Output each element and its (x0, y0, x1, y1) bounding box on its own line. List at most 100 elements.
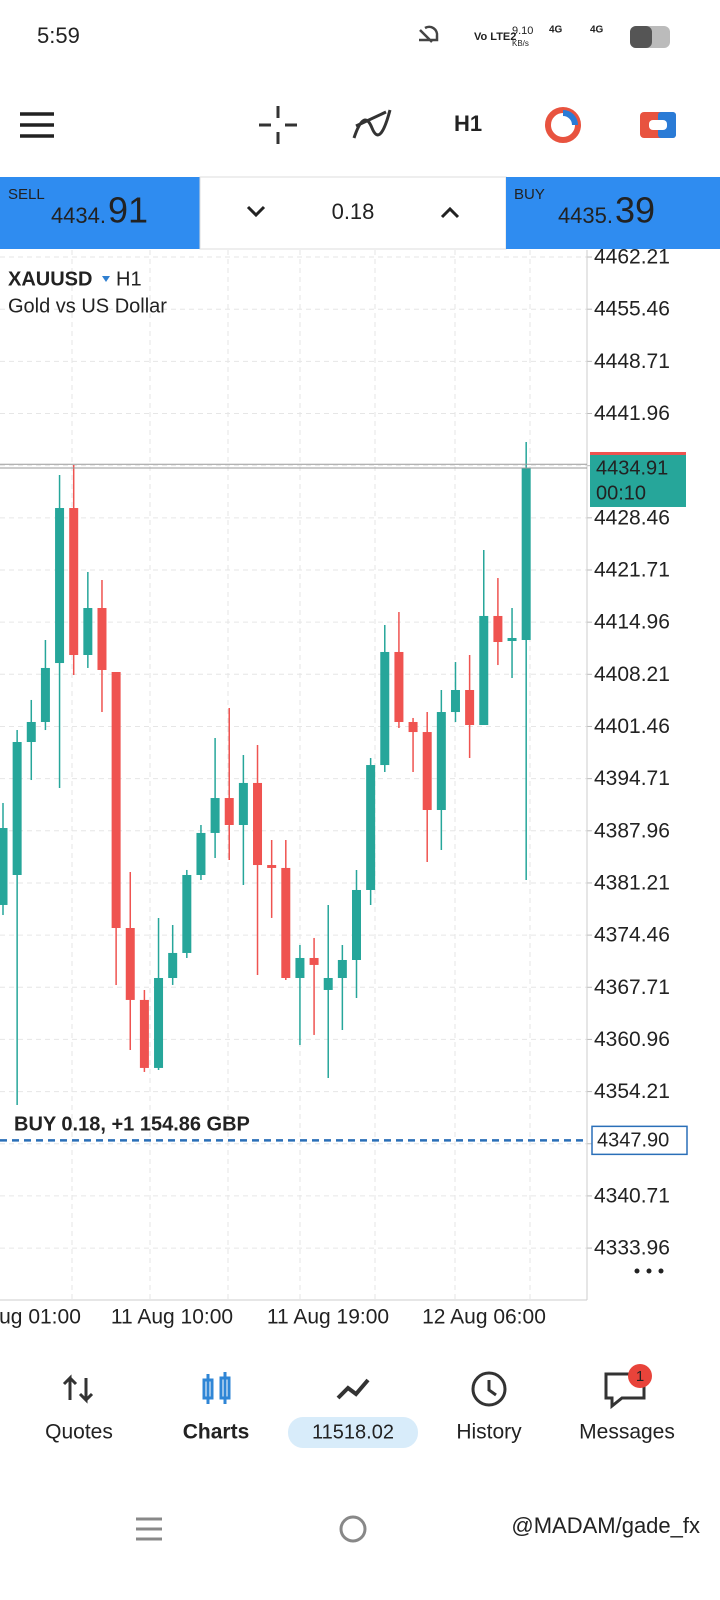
bid-label-box (590, 452, 686, 507)
y-tick-label: 4441.96 (594, 402, 670, 425)
position-price-box (591, 1125, 688, 1156)
system-home[interactable] (339, 1515, 367, 1543)
candle-body (366, 765, 376, 890)
position-price-label: 4347.90 (597, 1130, 669, 1152)
status-speed-unit: KB/s (512, 39, 529, 48)
x-tick-label: 12 Aug 06:00 (422, 1306, 546, 1329)
y-tick-label: 4428.46 (594, 506, 670, 529)
y-tick-label: 4374.46 (594, 924, 670, 947)
y-tick-label: 4367.71 (594, 976, 670, 999)
candle-body (139, 999, 149, 1068)
candle-body (253, 782, 263, 866)
y-tick-label: 4455.46 (594, 298, 670, 321)
candle-body (168, 952, 178, 978)
messages-badge-count: 1 (636, 1368, 644, 1385)
candle-body (422, 732, 432, 811)
position-label: BUY 0.18, +1 154.86 GBP (14, 1114, 250, 1136)
buy-price-big: 39 (615, 190, 655, 231)
timeframe-button[interactable]: H1 (454, 111, 482, 136)
candle-body (12, 742, 22, 875)
candle-body (295, 957, 305, 978)
y-tick-label: 4401.46 (594, 715, 670, 738)
candle-body (196, 832, 206, 875)
charts-icon (202, 1372, 231, 1404)
candle-body (210, 798, 220, 833)
candle-body (182, 874, 192, 953)
candle-body (69, 508, 79, 655)
y-tick-label: 4462.21 (594, 246, 670, 269)
y-tick-label: 4448.71 (594, 350, 670, 373)
more-dot (646, 1268, 652, 1274)
y-tick-label: 4387.96 (594, 819, 670, 842)
candle-body (281, 867, 291, 978)
sell-price: 4434. (51, 203, 106, 228)
candle-body (507, 637, 517, 642)
y-tick-label: 4394.71 (594, 767, 670, 790)
x-tick-label: 11 Aug 19:00 (267, 1306, 389, 1329)
sell-price-big: 91 (108, 190, 148, 231)
nav-quotes[interactable]: Quotes (45, 1421, 113, 1444)
candle-body (154, 977, 164, 1068)
y-tick-label: 4381.21 (594, 871, 670, 894)
candle-body (394, 651, 404, 722)
bid-timer: 00:10 (596, 482, 646, 504)
candle-body (380, 651, 390, 766)
candle-body (224, 798, 234, 825)
balance-pill[interactable] (288, 1417, 418, 1448)
watermark: @MADAM/gade_fx (511, 1513, 700, 1538)
trade-icon (336, 1378, 370, 1400)
x-tick-label: ug 01:00 (0, 1306, 81, 1329)
mute-icon (419, 25, 439, 43)
indicators-button[interactable] (352, 109, 392, 139)
quotes-icon (62, 1374, 94, 1404)
lot-increase[interactable] (440, 206, 460, 219)
lot-value[interactable]: 0.18 (332, 199, 375, 224)
nav-charts[interactable]: Charts (183, 1421, 250, 1444)
buy-price: 4435. (558, 203, 613, 228)
buy-button[interactable] (506, 177, 720, 249)
nav-messages[interactable]: Messages (579, 1421, 675, 1444)
more-dot (634, 1268, 640, 1274)
candle-body (26, 721, 36, 743)
y-tick-label: 4333.96 (594, 1237, 670, 1260)
symbol-description: Gold vs US Dollar (8, 295, 167, 317)
y-tick-label: 4340.71 (594, 1184, 670, 1207)
crosshair-button[interactable] (259, 106, 297, 144)
status-time: 5:59 (37, 23, 80, 48)
candle-body (125, 928, 135, 1000)
status-network: Vo LTE2 (474, 31, 516, 43)
symbol-dropdown (102, 276, 110, 282)
y-tick-label: 4408.21 (594, 663, 670, 686)
y-tick-label: 4354.21 (594, 1080, 670, 1103)
lot-decrease[interactable] (246, 205, 266, 218)
battery-level (630, 26, 652, 48)
sell-label: SELL (8, 186, 45, 203)
candle-body (479, 615, 489, 726)
status-signal: 4G (590, 25, 604, 36)
candle-body (267, 865, 277, 868)
candle-body (521, 467, 531, 641)
nav-history[interactable]: History (456, 1421, 522, 1444)
sell-button[interactable] (0, 177, 200, 249)
candle-body (0, 828, 8, 905)
candle-body (238, 782, 248, 825)
candle-body (97, 608, 107, 670)
menu-button[interactable] (20, 112, 54, 138)
buy-label: BUY (514, 186, 545, 203)
candle-body (83, 608, 93, 655)
bid-label: 4434.91 (596, 457, 668, 479)
status-signal: 4G (549, 25, 563, 36)
status-speed: 9.10 (512, 25, 533, 37)
candle-body (493, 615, 503, 643)
candle-body (465, 689, 475, 726)
system-menu[interactable] (136, 1517, 162, 1541)
candle-body (40, 667, 50, 722)
accounts-icon-part (649, 120, 667, 130)
candle-body (436, 712, 446, 811)
candle-body (352, 889, 361, 960)
ask-marker (590, 451, 686, 455)
candle-body (450, 689, 460, 713)
candle-body (55, 508, 65, 664)
